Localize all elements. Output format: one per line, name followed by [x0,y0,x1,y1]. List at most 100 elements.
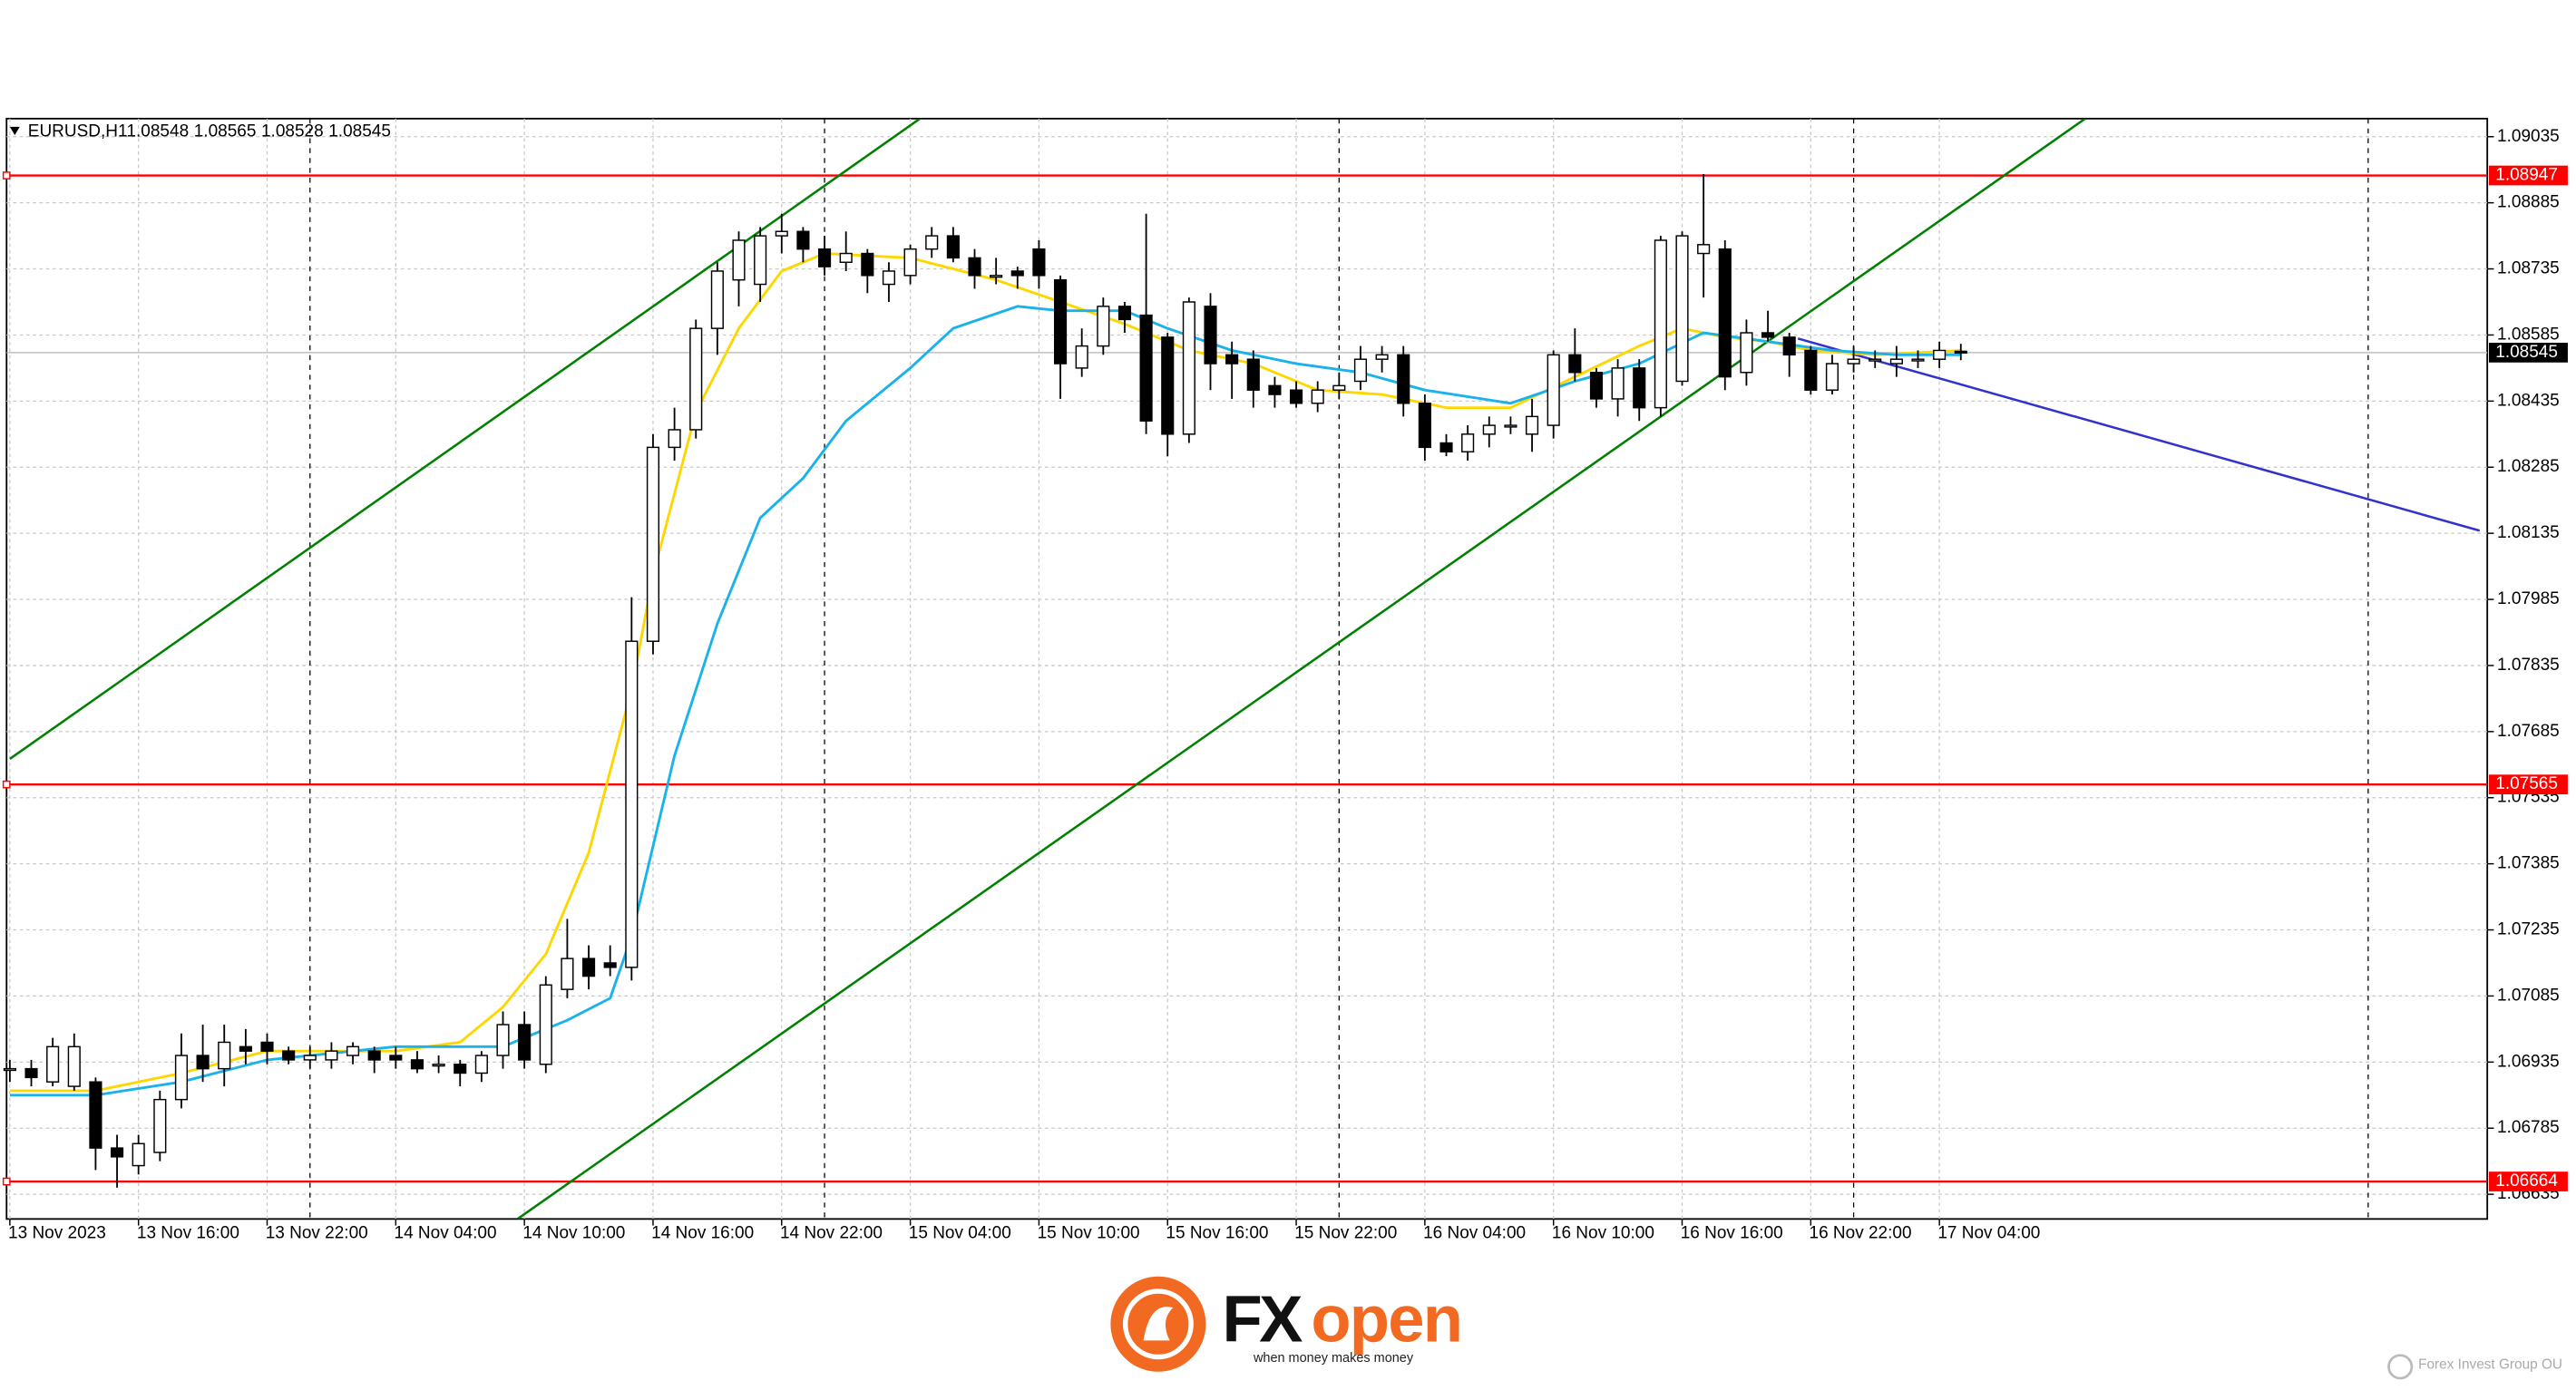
candle-body [1782,336,1796,356]
candle-body [861,252,874,277]
x-tick-label: 16 Nov 04:00 [1423,1224,1526,1243]
header-high: 1.08565 [194,122,257,141]
x-tick-label: 14 Nov 16:00 [651,1224,754,1243]
level-label-box [2489,1172,2568,1191]
candle-body [1139,314,1153,422]
level-label-box [2489,774,2568,795]
candle-body [1117,306,1132,321]
level-anchor [2,780,11,789]
symbol: EURUSD,H1 [28,122,128,141]
candle-body [1718,248,1732,378]
header-close: 1.08545 [328,122,391,141]
candle-body [946,235,960,259]
x-tick-label: 15 Nov 10:00 [1038,1224,1140,1243]
x-tick-label: 17 Nov 04:00 [1937,1224,2040,1243]
header-open: 1.08548 [126,122,189,141]
x-tick-label: 14 Nov 04:00 [395,1224,497,1243]
candle-body [732,239,746,281]
y-tick-label: 1.07685 [2497,722,2560,741]
candle-body [389,1055,403,1061]
header-low: 1.08528 [261,122,324,141]
y-tick-label: 1.07985 [2497,589,2560,608]
candle-body [1933,349,1947,360]
candle-body [1504,424,1517,428]
candle-body [239,1045,252,1052]
candle-body [1010,270,1024,277]
logo-tagline: when money makes money [1253,1351,1414,1366]
x-tick-label: 13 Nov 16:00 [137,1224,239,1243]
candle-body [539,984,552,1065]
candle-body [196,1055,210,1070]
y-tick-label: 1.08585 [2497,325,2560,344]
candle-body [968,257,981,277]
y-tick-label: 1.09035 [2497,127,2560,146]
candle-body [1889,358,1903,365]
candle-body [1225,354,1239,365]
trendline [516,118,2086,1220]
menu-arrow[interactable] [9,126,20,135]
candle-body [1375,354,1389,360]
candle-body [561,958,574,990]
x-tick-label: 13 Nov 2023 [8,1224,106,1243]
x-tick-label: 16 Nov 10:00 [1552,1224,1654,1243]
candle-body [1332,384,1346,391]
candle-body [260,1041,274,1052]
candle-body [1633,367,1646,409]
candle-body [1589,372,1604,400]
candle-body [903,248,917,277]
candle-body [454,1064,467,1074]
y-tick-label: 1.07085 [2497,986,2560,1005]
level-label-box [2489,165,2568,186]
logo-emblem-ring [1122,1288,1194,1360]
price-label-box [2489,343,2568,363]
candle-body [67,1045,81,1087]
candle-body [1204,306,1217,365]
y-tick-label: 1.08135 [2497,523,2560,542]
candle-body [1568,354,1582,374]
candle-body [1439,442,1453,452]
candle-body [153,1098,167,1153]
candle-body [646,446,660,642]
candle-body [1869,358,1882,362]
candle-body [1097,306,1110,347]
candle-body [1397,354,1410,404]
candle-body [1911,358,1925,362]
candle-body [1761,332,1775,338]
candle-body [1547,354,1560,426]
x-tick-label: 13 Nov 22:00 [266,1224,368,1243]
candle-body [282,1050,296,1061]
candle-body [1611,367,1625,400]
level-anchor [2,1177,11,1186]
candle-body [1954,350,1967,354]
x-tick-label: 14 Nov 22:00 [780,1224,883,1243]
candle-body [625,640,639,968]
logo: FX open when money makes money [1110,1276,1463,1372]
y-tick-label: 1.08735 [2497,259,2560,278]
candle-body [46,1045,60,1083]
candle-body [89,1081,102,1149]
candle-body [581,958,596,977]
level-label: 1.06664 [2495,1172,2558,1191]
candle-body [110,1147,124,1158]
candle-body [325,1050,338,1061]
candle-body [882,270,896,286]
candle-body [1804,349,1818,391]
candle-body [1847,358,1860,365]
y-tick-label: 1.06785 [2497,1118,2560,1137]
x-tick-label: 15 Nov 04:00 [909,1224,1011,1243]
candle-body [1268,384,1282,395]
candle-body [796,230,810,250]
level-anchor [2,171,11,180]
price-label: 1.08545 [2495,343,2558,362]
candle-body [1482,424,1496,435]
y-tick-label: 1.07235 [2497,920,2560,939]
candle-body [218,1041,231,1070]
plot-frame [5,117,2489,1220]
candle-body [754,235,767,286]
candle-body [1525,415,1539,435]
candle-body [1289,389,1303,404]
candle-body [1182,301,1195,435]
moving-average [9,305,1961,1097]
x-tick-label: 14 Nov 10:00 [522,1224,625,1243]
y-tick-label: 1.07385 [2497,854,2560,873]
